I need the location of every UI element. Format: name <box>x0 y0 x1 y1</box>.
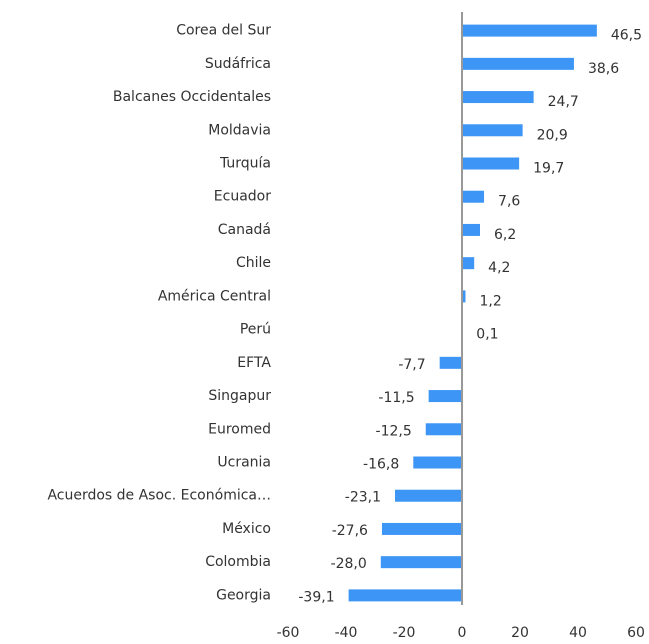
value-label: 4,2 <box>488 260 510 276</box>
value-label: -12,5 <box>376 423 412 439</box>
y-tick-label: Turquía <box>219 156 271 172</box>
value-label: 1,2 <box>479 293 501 309</box>
value-label: -27,6 <box>332 523 368 539</box>
value-label: -11,5 <box>378 390 414 406</box>
x-tick-label: -20 <box>393 625 416 641</box>
value-label: -7,7 <box>398 357 425 373</box>
y-tick-label: México <box>222 521 271 537</box>
y-tick-label: Perú <box>240 322 271 338</box>
y-tick-label: Singapur <box>208 388 271 404</box>
x-tick-label: 0 <box>458 625 467 641</box>
bar <box>462 57 574 70</box>
y-tick-label: Colombia <box>205 554 271 570</box>
x-tick-label: -40 <box>335 625 358 641</box>
bar <box>462 24 597 37</box>
bar <box>462 157 520 170</box>
bar <box>439 356 462 369</box>
bar <box>381 522 462 535</box>
value-label: 0,1 <box>476 327 498 343</box>
value-label: 46,5 <box>611 28 642 44</box>
y-tick-label: Ucrania <box>217 455 271 471</box>
value-label: 20,9 <box>537 127 568 143</box>
y-tick-label: Corea del Sur <box>176 23 271 39</box>
y-tick-label: Chile <box>236 255 271 271</box>
bar <box>428 390 462 403</box>
bar <box>413 456 462 469</box>
value-label: 7,6 <box>498 194 520 210</box>
bar <box>348 589 462 602</box>
bar <box>395 489 462 502</box>
bar <box>425 423 462 436</box>
value-label: 6,2 <box>494 227 516 243</box>
value-label: -39,1 <box>298 589 334 605</box>
bar <box>462 257 475 270</box>
y-tick-label: Moldavia <box>208 122 271 138</box>
x-tick-label: 20 <box>511 625 529 641</box>
y-tick-label: Euromed <box>208 421 271 437</box>
value-label: -23,1 <box>345 490 381 506</box>
y-tick-label: Acuerdos de Asoc. Económica… <box>47 488 271 504</box>
value-label: 38,6 <box>588 61 619 77</box>
x-tick-label: -60 <box>277 625 300 641</box>
value-label: -28,0 <box>331 556 367 572</box>
bar <box>380 556 462 569</box>
y-tick-label: Balcanes Occidentales <box>113 89 271 105</box>
bar <box>462 91 534 104</box>
bar <box>462 290 466 303</box>
y-tick-label: Sudáfrica <box>205 56 271 72</box>
y-tick-label: Georgia <box>216 587 271 603</box>
y-tick-label: EFTA <box>237 355 271 371</box>
x-tick-label: 40 <box>569 625 587 641</box>
value-label: -16,8 <box>363 457 399 473</box>
bar <box>462 190 485 203</box>
value-label: 24,7 <box>548 94 579 110</box>
y-tick-label: Canadá <box>218 222 271 238</box>
x-tick-label: 60 <box>627 625 645 641</box>
y-tick-label: Ecuador <box>214 189 271 205</box>
value-label: 19,7 <box>533 161 564 177</box>
bar <box>462 124 523 137</box>
y-tick-label: América Central <box>158 288 271 304</box>
bar <box>462 223 480 236</box>
